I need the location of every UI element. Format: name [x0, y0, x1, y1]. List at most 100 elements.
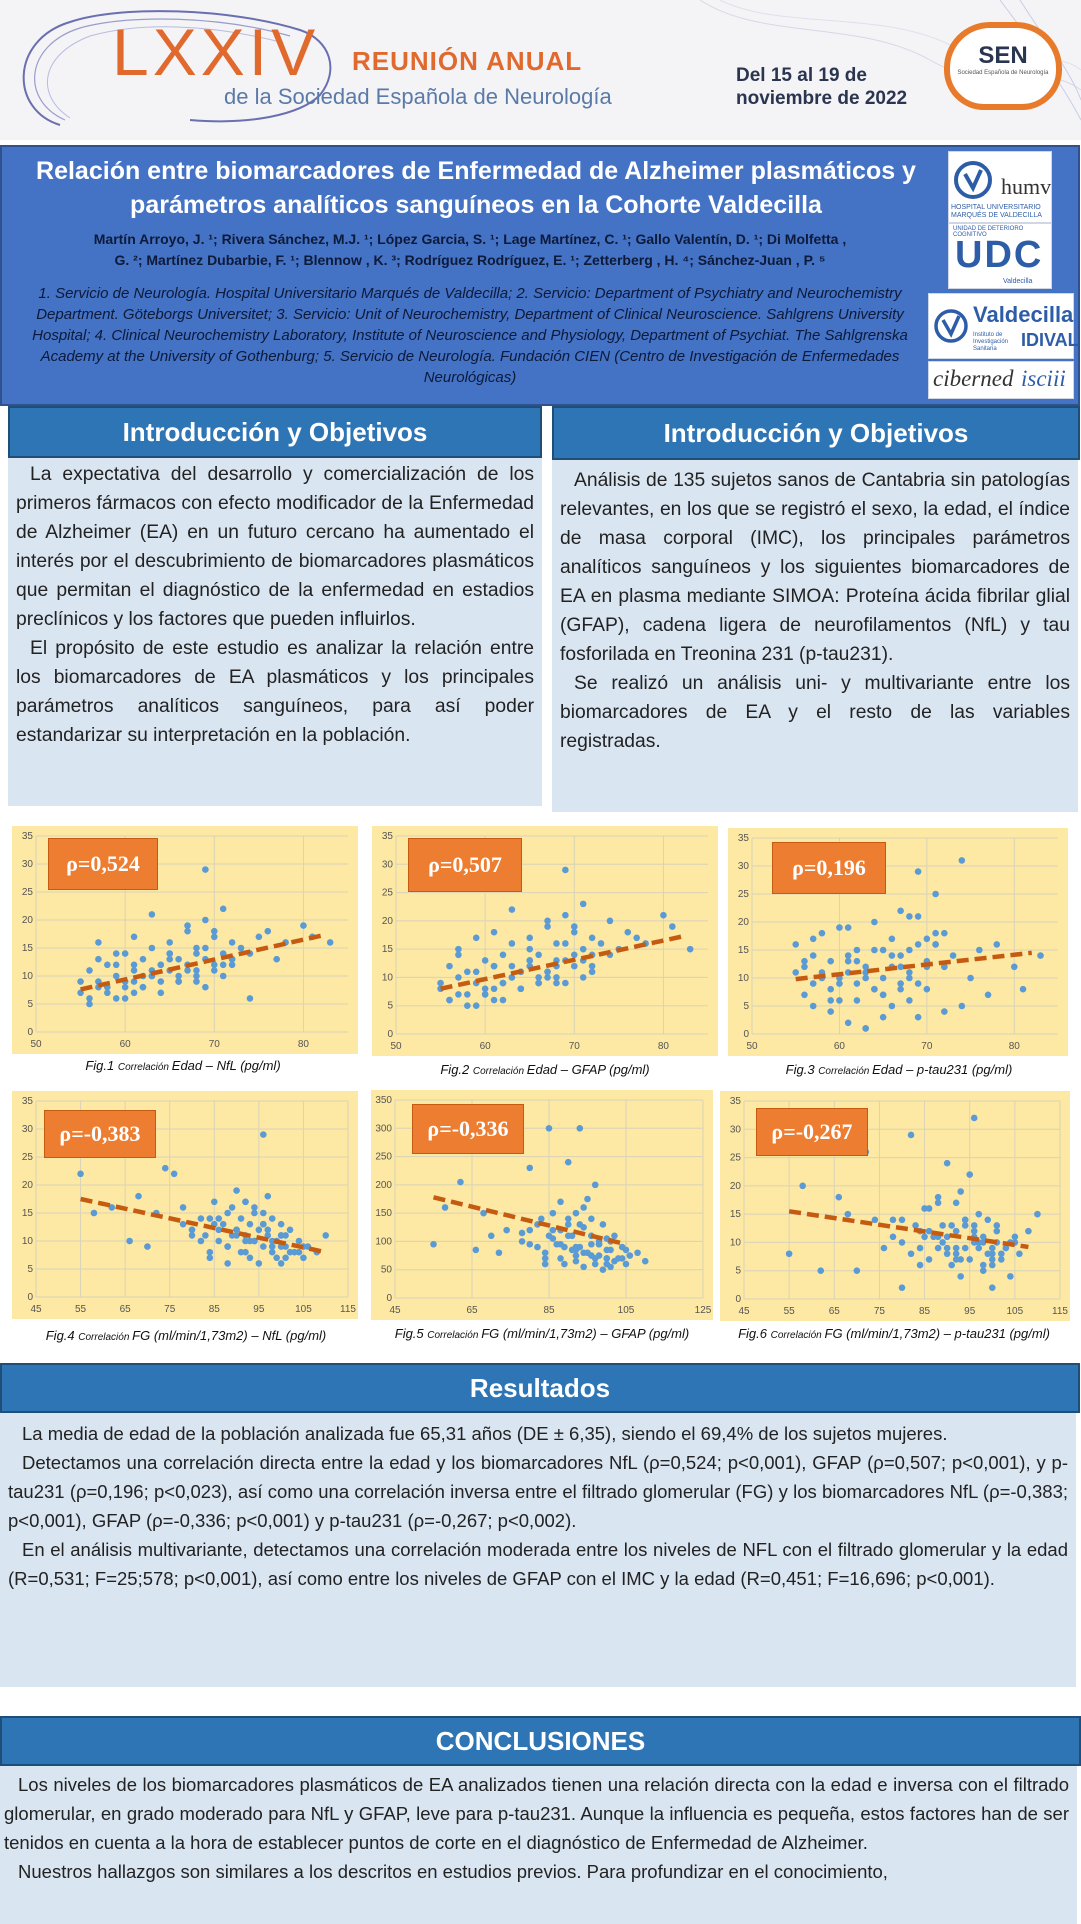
data-point [932, 941, 939, 948]
x-tick-label: 75 [164, 1304, 176, 1315]
data-point [561, 1260, 568, 1268]
y-tick-label: 25 [730, 1153, 742, 1164]
society-name: de la Sociedad Española de Neurología [224, 84, 612, 109]
data-point [818, 929, 826, 937]
data-point [923, 935, 931, 943]
data-point [179, 1220, 187, 1228]
data-point [161, 1164, 169, 1172]
data-point [914, 868, 922, 875]
x-tick-label: 65 [120, 1304, 132, 1315]
y-tick-label: 35 [22, 1096, 34, 1107]
data-point [286, 1248, 294, 1256]
data-point [948, 1261, 955, 1269]
data-point [809, 980, 817, 987]
data-point [862, 1025, 869, 1032]
data-point [984, 1250, 992, 1258]
x-tick-label: 115 [1052, 1306, 1068, 1317]
data-point [264, 1226, 272, 1234]
data-point [242, 1198, 249, 1206]
y-tick-label: 30 [22, 859, 34, 870]
data-point [943, 1250, 951, 1258]
scatter-plot-svg-6: 0 5 10 15 20 25 30 35 45 55 65 75 85 95 105 115 [730, 1096, 1069, 1317]
data-point [193, 944, 200, 952]
data-point [202, 944, 209, 952]
data-point [268, 1215, 276, 1222]
data-point [553, 940, 560, 947]
poster-title-box: Relación entre biomarcadores de Enfermed… [0, 145, 1080, 406]
data-point [943, 1244, 951, 1252]
figure-number: Fig.4 [45, 1328, 79, 1343]
scatter-plot-svg-5: 0 50 100 150 200 250 300 350 45 65 85 105 125 [375, 1095, 711, 1316]
data-point [233, 1226, 240, 1234]
data-point [564, 1232, 572, 1240]
data-point [591, 1255, 599, 1262]
data-point [579, 974, 587, 981]
data-point [260, 1209, 267, 1217]
data-point [898, 1284, 906, 1291]
y-tick-label: 25 [22, 887, 34, 898]
humv-logo: humv HOSPITAL UNIVERSITARIO MARQUÉS DE V… [948, 151, 1052, 223]
reunion-anual-label: REUNIÓN ANUAL [352, 46, 583, 76]
data-point [914, 941, 922, 948]
data-point [541, 1249, 549, 1257]
data-point [844, 1019, 852, 1027]
figure-caption-small: Correlación [427, 1330, 482, 1341]
data-point [112, 995, 120, 1002]
data-point [622, 1260, 630, 1268]
data-point [862, 974, 869, 982]
data-point [219, 961, 227, 969]
figure-number: Fig.5 [394, 1326, 428, 1341]
data-point [86, 995, 93, 1002]
data-point [988, 1256, 996, 1263]
data-point [260, 1131, 267, 1138]
data-point [871, 985, 878, 993]
data-point [202, 866, 209, 873]
data-point [801, 991, 808, 999]
data-point [202, 916, 209, 924]
data-point [626, 1252, 634, 1259]
y-tick-label: 100 [375, 1236, 392, 1247]
data-point [998, 1256, 1005, 1263]
figure-caption: Fig.4 Correlación FG (ml/min/1,73m2) – N… [8, 1328, 364, 1343]
data-point [993, 1222, 1001, 1229]
data-point [912, 1222, 919, 1229]
data-point [228, 961, 236, 969]
data-point [446, 962, 453, 970]
y-tick-label: 0 [387, 1029, 393, 1040]
data-point [862, 963, 869, 971]
data-point [197, 1237, 205, 1245]
data-point [595, 1240, 603, 1248]
data-point [130, 978, 138, 985]
x-tick-label: 95 [253, 1304, 265, 1315]
x-tick-label: 80 [1009, 1041, 1021, 1052]
humv-logo-sub1: HOSPITAL UNIVERSITARIO [951, 204, 1041, 211]
data-point [135, 1192, 142, 1200]
data-point [148, 944, 156, 952]
data-point [611, 1257, 618, 1265]
data-point [932, 929, 939, 937]
y-tick-label: 10 [22, 1236, 34, 1247]
correlation-coefficient-badge: ρ=-0,267 [756, 1108, 868, 1156]
data-point [549, 1226, 557, 1234]
data-point [277, 1220, 285, 1228]
scatter-plot-svg-1: 0 5 10 15 20 25 30 35 50 60 70 80 [22, 831, 348, 1050]
x-tick-label: 70 [921, 1041, 933, 1052]
data-point [570, 951, 578, 959]
data-point [836, 980, 843, 987]
data-point [472, 1246, 480, 1254]
data-point [541, 1255, 549, 1262]
data-point [888, 952, 896, 959]
figure-caption-small: Correlación [770, 1330, 825, 1341]
data-point [934, 1244, 942, 1252]
data-point [975, 1210, 983, 1218]
y-tick-label: 150 [375, 1208, 392, 1219]
data-point [121, 983, 129, 991]
data-point [179, 1204, 187, 1211]
data-point [957, 1188, 964, 1195]
figure-caption: Fig.2 Correlación Edad – GFAP (pg/ml) [372, 1062, 718, 1077]
y-tick-label: 25 [382, 888, 394, 899]
data-point [584, 1195, 591, 1203]
data-point [166, 950, 174, 957]
scatter-plot-svg-3: 0 5 10 15 20 25 30 35 50 60 70 80 [738, 833, 1058, 1052]
data-point [157, 961, 165, 969]
